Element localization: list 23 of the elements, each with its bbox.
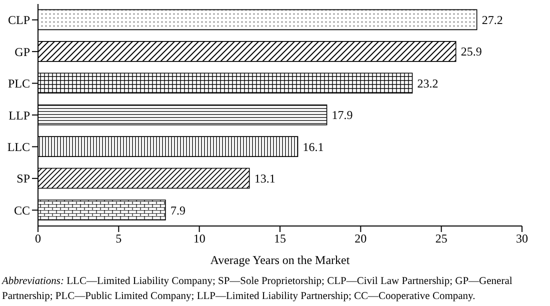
data-label: 16.1 (302, 140, 324, 154)
x-tick-label: 25 (435, 232, 448, 246)
y-tick-label: GP (14, 44, 30, 59)
y-tick-label: LLP (8, 108, 30, 122)
y-tick-label: LLC (7, 140, 30, 154)
x-tick-label: 20 (354, 232, 367, 246)
text: Abbreviations: LLC—Limited Liability Company; SP—Sole Proprietorship; CLP—Civil Law Partnership; GP—General Partnership; PLC—Public Limited Company; LLP—Limited Liability Partnership; CC—Cooperative Company. (0, 275, 514, 304)
y-tick-label: CLP (8, 13, 30, 28)
y-tick-label: PLC (8, 76, 30, 91)
x-tick-label: 15 (274, 232, 286, 246)
x-axis-title: Average Years on the Market (210, 253, 350, 267)
data-label: 17.9 (332, 108, 353, 122)
x-tick-label: 10 (193, 232, 206, 246)
y-tick-label: CC (14, 203, 30, 218)
x-tick-label: 0 (35, 232, 41, 246)
data-label: 25.9 (460, 44, 482, 59)
data-label: 13.1 (254, 172, 276, 186)
data-label: 27.2 (482, 12, 503, 27)
x-tick-label: 5 (116, 232, 122, 246)
data-label: 7.9 (170, 203, 186, 218)
data-label: 23.2 (417, 76, 438, 90)
y-tick-label: SP (16, 172, 30, 186)
x-tick-label: 30 (516, 232, 528, 246)
